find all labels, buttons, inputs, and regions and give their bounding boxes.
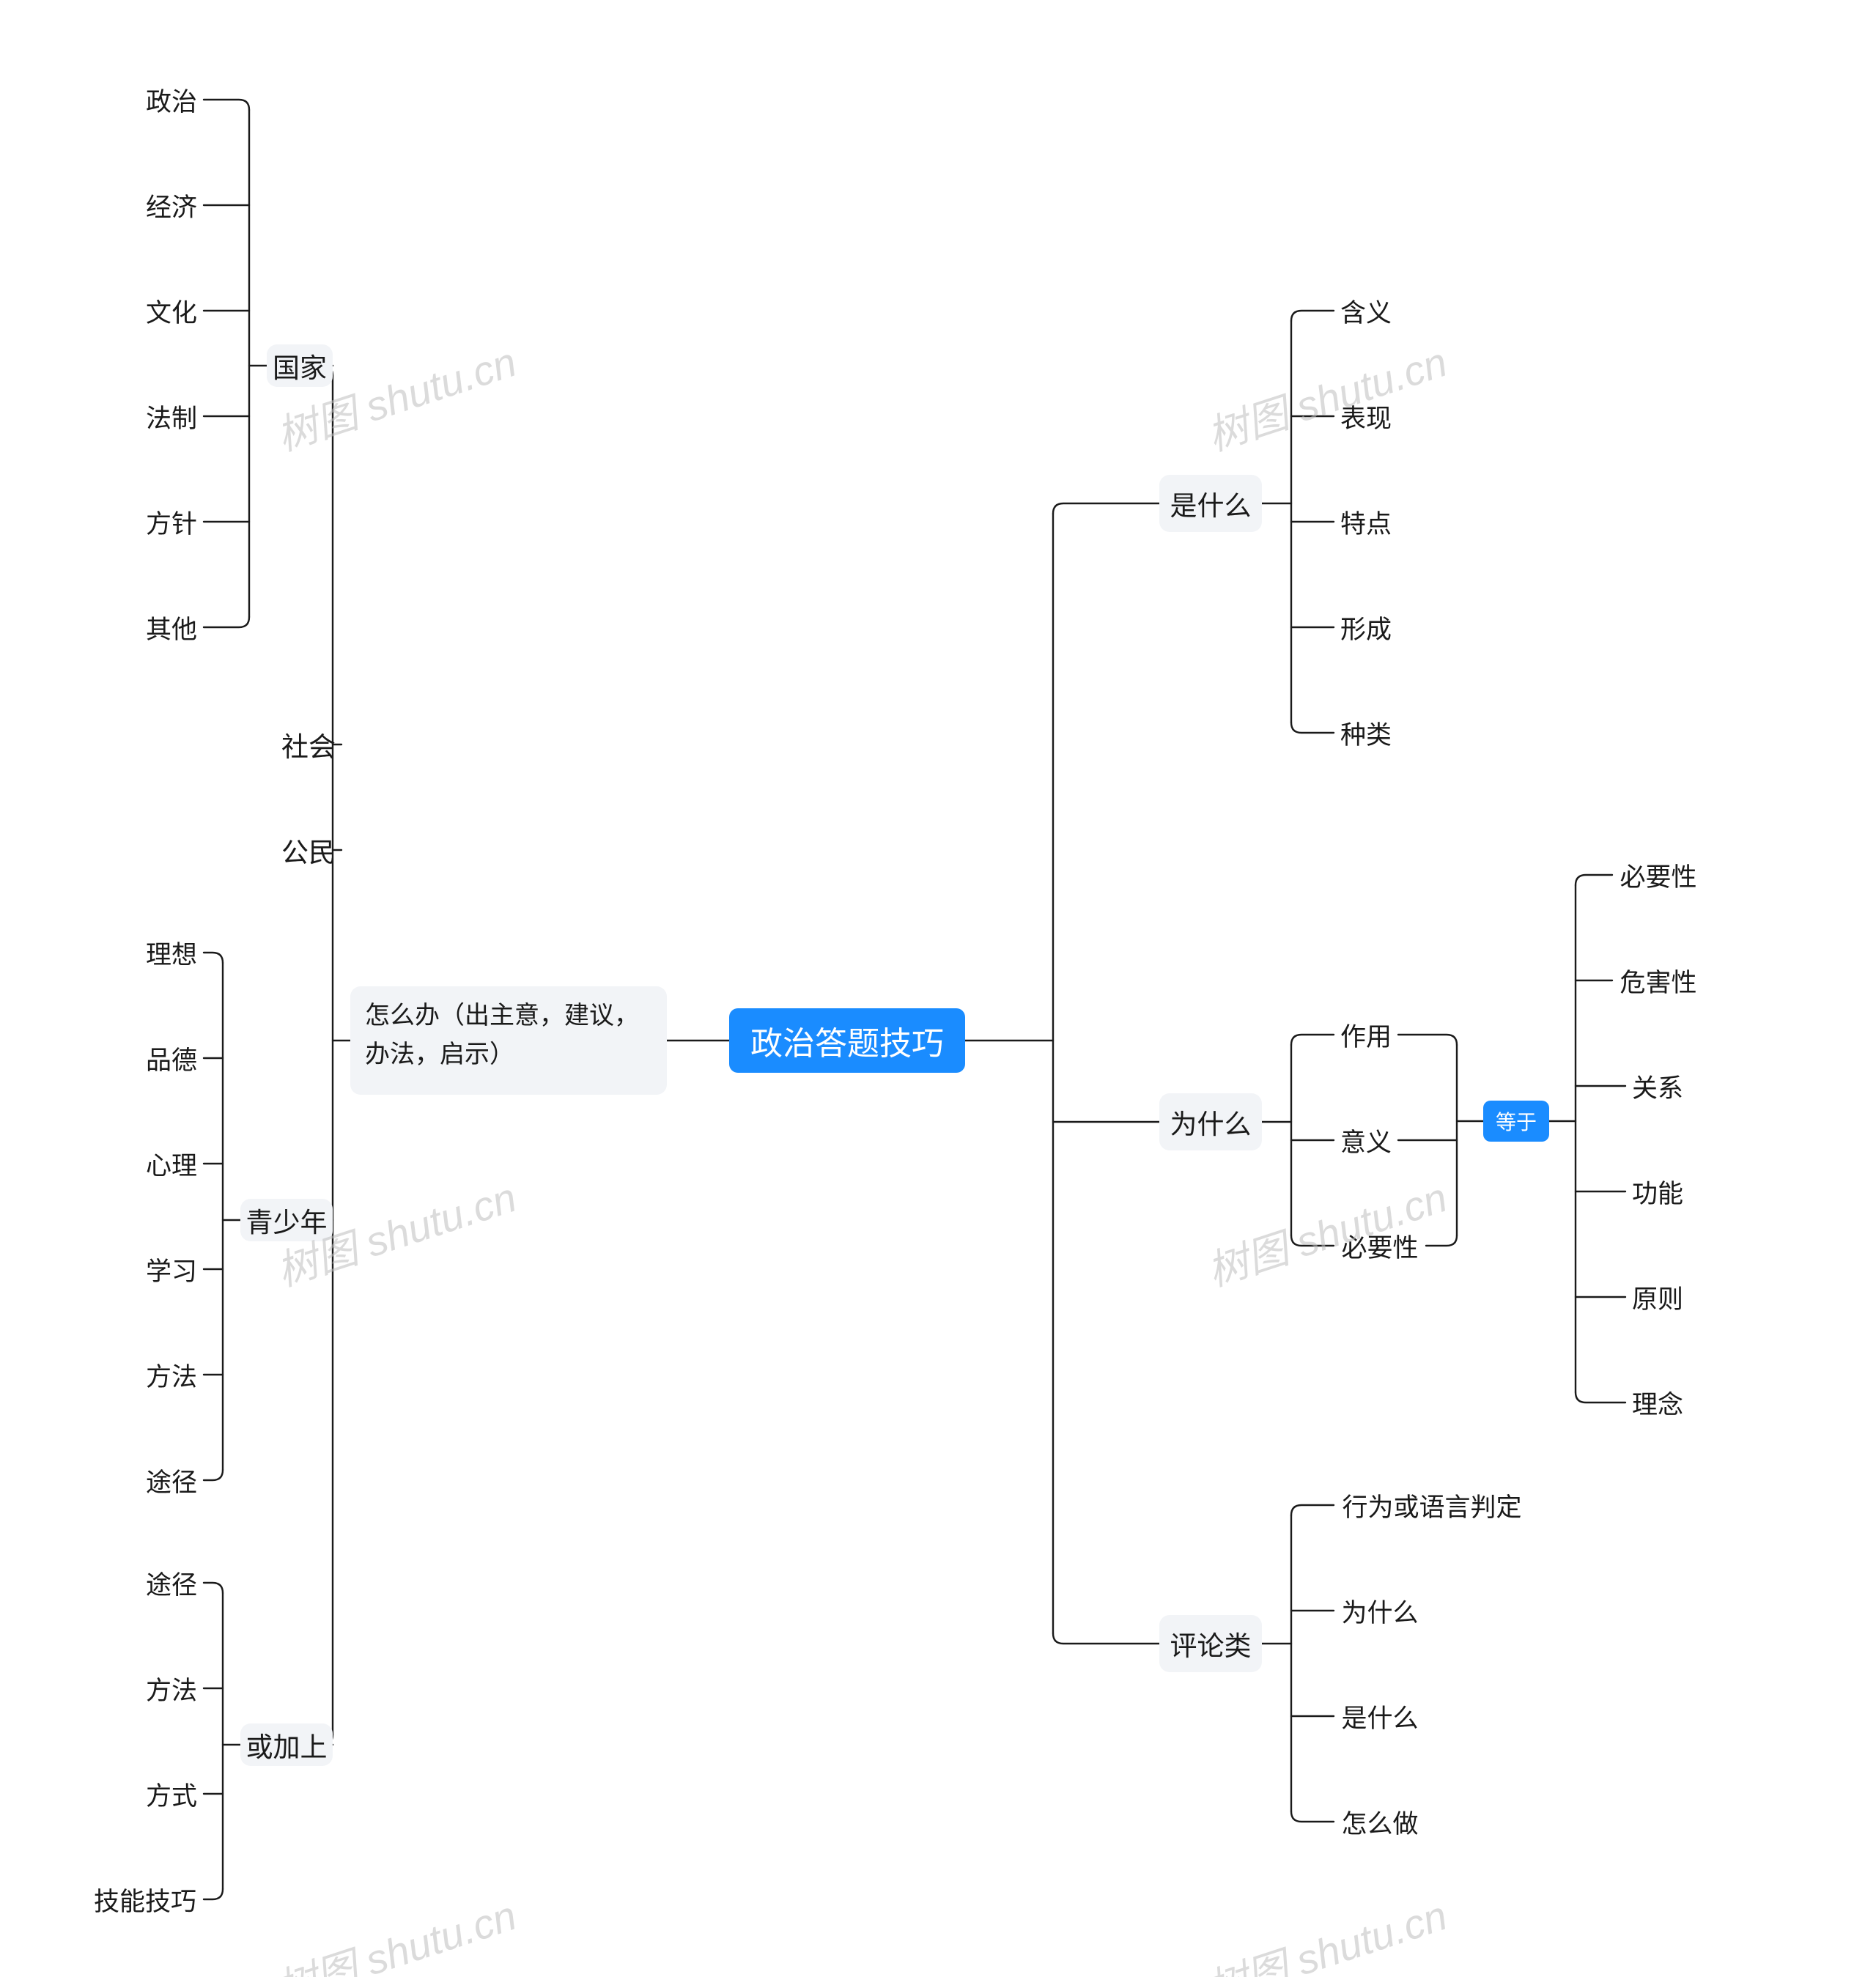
node-equals: 等于 — [1483, 1101, 1549, 1142]
node-w4: 形成 — [1334, 610, 1398, 645]
node-c3: 文化 — [139, 293, 204, 328]
node-y6: 途径 — [139, 1463, 204, 1498]
node-c5: 方针 — [139, 504, 204, 539]
node-o1: 途径 — [139, 1565, 204, 1600]
node-cm3: 是什么 — [1334, 1699, 1426, 1734]
node-e6: 理念 — [1625, 1385, 1690, 1420]
connector-layer — [0, 0, 1876, 1977]
node-e4: 功能 — [1625, 1174, 1690, 1209]
node-e1: 必要性 — [1612, 857, 1705, 893]
node-w1: 含义 — [1334, 293, 1398, 328]
node-citizen: 公民 — [276, 832, 341, 868]
node-country: 国家 — [267, 344, 333, 387]
node-y5: 方法 — [139, 1357, 204, 1392]
node-y3: 心理 — [139, 1146, 204, 1181]
node-what: 是什么 — [1159, 475, 1262, 532]
node-w2: 表现 — [1334, 399, 1398, 434]
node-w3: 特点 — [1334, 504, 1398, 539]
node-c2: 经济 — [139, 188, 204, 223]
node-youth: 青少年 — [240, 1199, 333, 1241]
node-o4: 技能技巧 — [86, 1882, 204, 1917]
node-how: 怎么办（出主意，建议，办法，启示） — [350, 986, 667, 1095]
node-root: 政治答题技巧 — [729, 1008, 965, 1073]
node-y4: 学习 — [139, 1252, 204, 1287]
node-y2: 品德 — [139, 1041, 204, 1076]
node-e3: 关系 — [1625, 1068, 1690, 1104]
node-w5: 种类 — [1334, 715, 1398, 750]
node-why: 为什么 — [1159, 1093, 1262, 1150]
node-orplus: 或加上 — [240, 1723, 333, 1766]
node-cm2: 为什么 — [1334, 1593, 1426, 1628]
node-wy3: 必要性 — [1334, 1228, 1426, 1263]
node-e5: 原则 — [1625, 1279, 1690, 1315]
mindmap-canvas: 政治答题技巧怎么办（出主意，建议，办法，启示） 国家 政治经济文化法制方针其他社会公… — [0, 0, 1876, 1977]
node-e2: 危害性 — [1612, 963, 1705, 998]
node-wy2: 意义 — [1334, 1123, 1398, 1158]
node-cm1: 行为或语言判定 — [1334, 1488, 1530, 1523]
node-society: 社会 — [276, 727, 341, 762]
node-o3: 方式 — [139, 1776, 204, 1811]
node-c1: 政治 — [139, 82, 204, 117]
node-o2: 方法 — [139, 1671, 204, 1706]
node-c4: 法制 — [139, 399, 204, 434]
node-wy1: 作用 — [1334, 1017, 1398, 1052]
node-cm4: 怎么做 — [1334, 1804, 1426, 1839]
node-y1: 理想 — [139, 935, 204, 970]
node-c6: 其他 — [139, 610, 204, 645]
node-comment: 评论类 — [1159, 1615, 1262, 1672]
